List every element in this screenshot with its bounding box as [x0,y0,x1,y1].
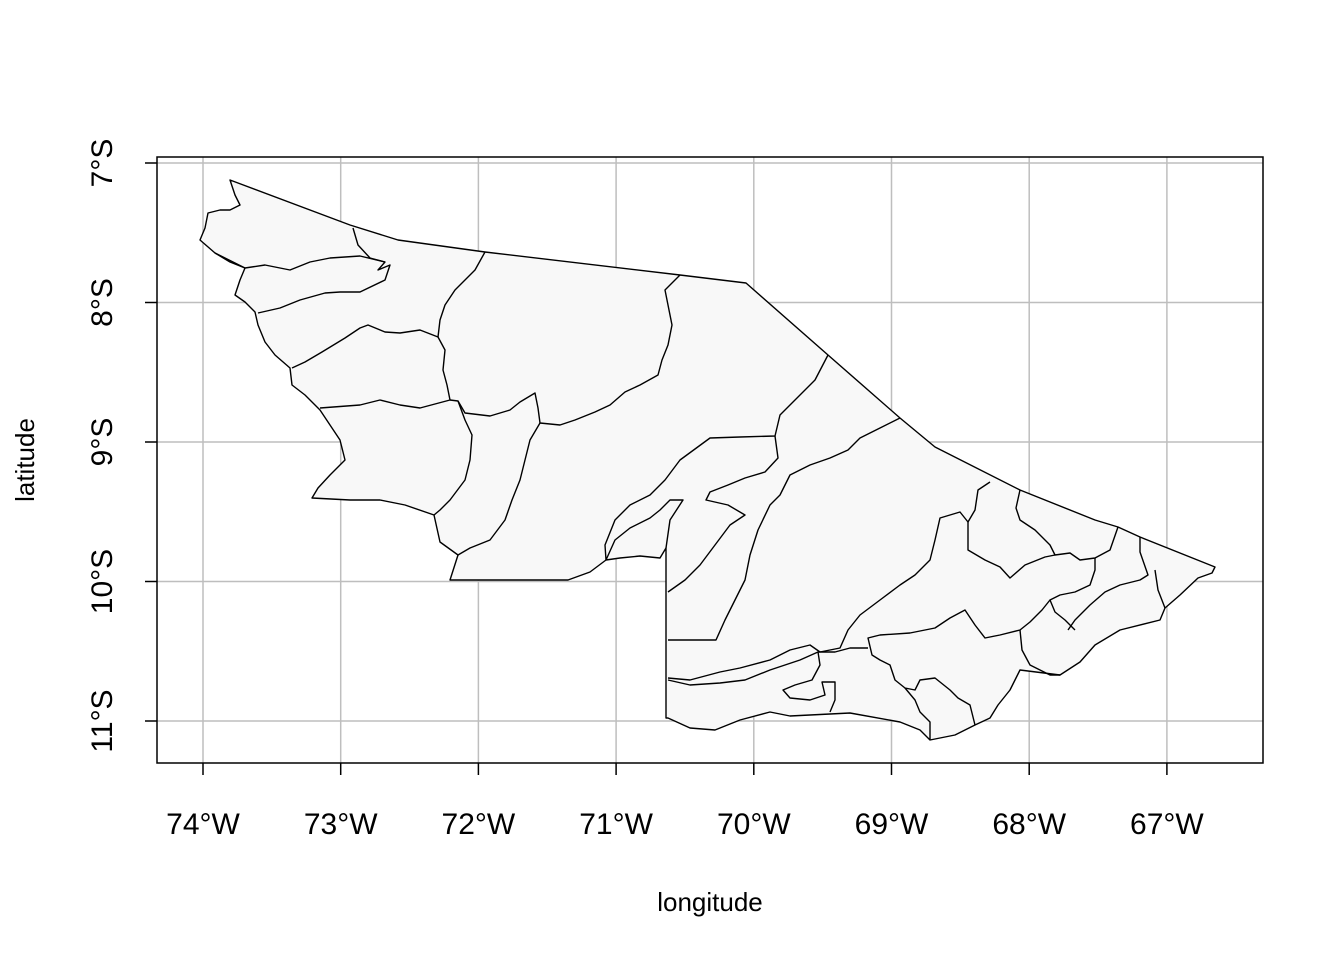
x-tick-label: 73°W [304,808,378,841]
border-11 [605,499,684,561]
x-tick-label: 69°W [855,808,929,841]
border-1 [214,252,391,314]
y-tick-label: 11°S [86,689,119,752]
border-16 [1067,537,1149,631]
y-tick-label: 7°S [86,139,119,188]
border-21 [818,647,868,653]
y-tick-label: 9°S [86,418,119,467]
border-12 [667,481,991,681]
plot-frame [156,156,1264,764]
border-17 [1049,558,1096,631]
border-15 [967,522,1056,579]
x-tick-label: 67°W [1130,808,1204,841]
y-axis-title: latitude [10,418,40,502]
municipality-polygons [199,179,1216,741]
state-outline [199,179,1216,741]
x-tick-label: 68°W [992,808,1066,841]
border-2 [352,227,386,263]
border-18 [867,599,1051,726]
x-axis-title: longitude [657,887,763,917]
border-20 [904,687,931,740]
x-tick-label: 72°W [442,808,516,841]
border-10 [668,417,901,641]
x-tick-label: 70°W [717,808,791,841]
border-7 [457,422,541,556]
border-9 [667,435,779,593]
border-5 [449,274,681,426]
border-19 [1019,629,1060,676]
border-4 [319,336,451,409]
x-tick-label: 71°W [579,808,653,841]
y-tick-label: 8°S [86,278,119,327]
border-8 [604,354,829,561]
x-axis: 74°W 73°W 72°W 71°W 70°W 69°W 68°W 67°W [166,763,1204,841]
border-22 [1154,569,1166,609]
y-axis: 7°S 8°S 9°S 10°S 11°S [86,139,157,753]
x-tick-label: 74°W [166,808,240,841]
border-6 [433,400,473,516]
border-3 [291,251,486,369]
border-13 [667,651,836,713]
y-tick-label: 10°S [86,549,119,614]
